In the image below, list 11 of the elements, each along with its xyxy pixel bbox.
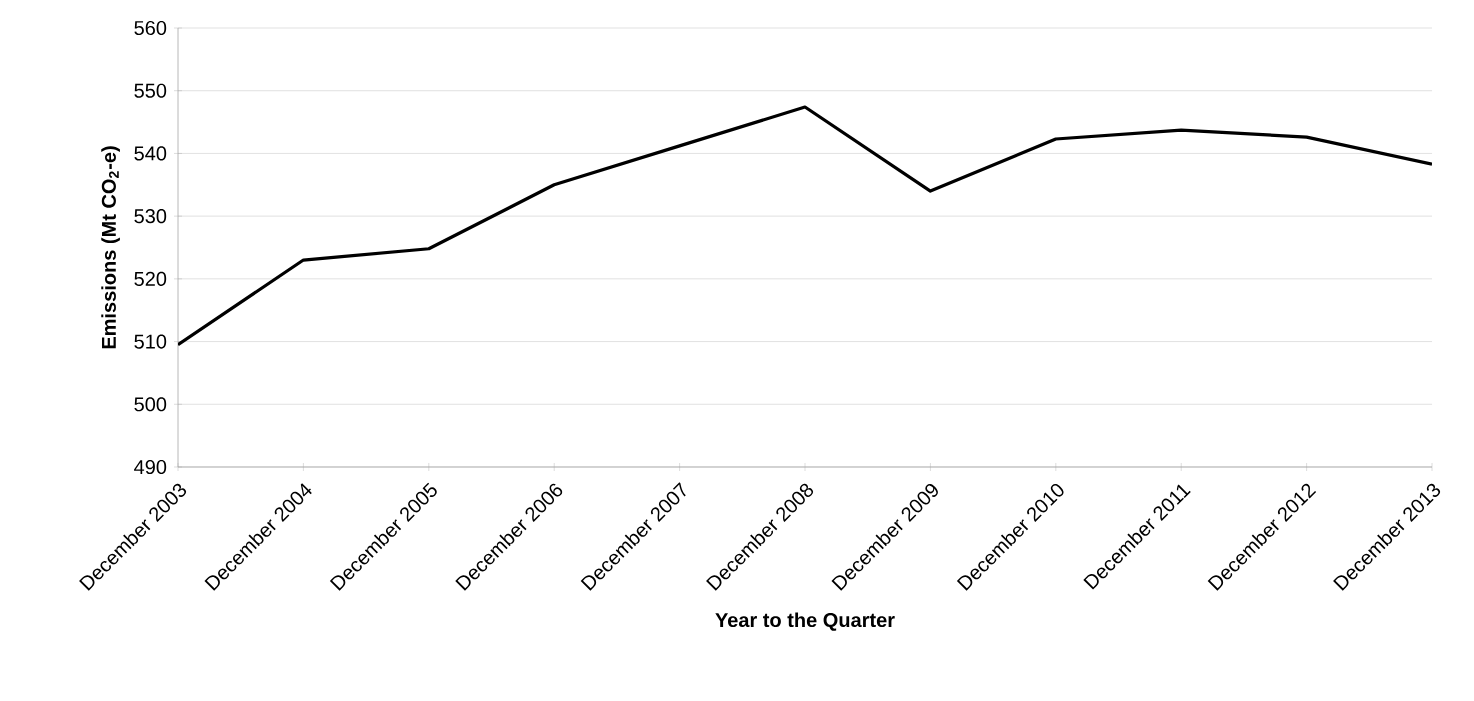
line-series [178,105,1433,347]
y-tick-label: 540 [134,146,167,161]
y-tick-label: 560 [134,20,167,36]
y-tick-label: 510 [134,334,167,349]
y-axis-title: Emissions (Mt CO$_{2}$-e) [101,146,120,349]
y-tick-label: 500 [134,397,167,412]
y-tick-label: 490 [134,459,167,475]
y-tick-label: 530 [134,209,167,224]
y-tick-label: 550 [134,83,167,98]
x-axis-title: Year to the Quarter [715,612,895,631]
y-tick-label: 520 [134,271,167,286]
